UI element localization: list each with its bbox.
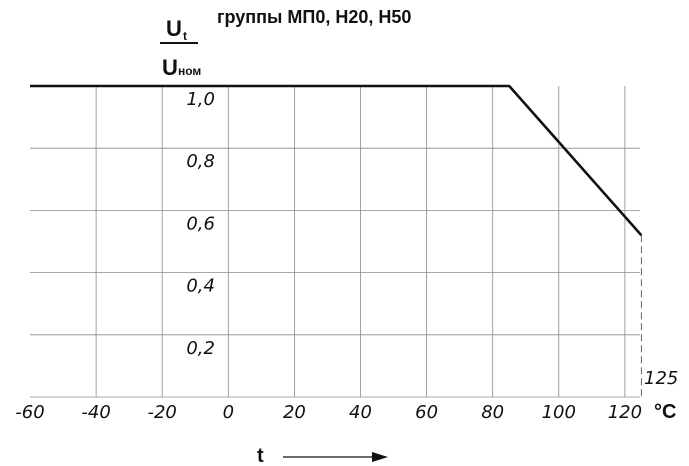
y-tick-label: 0,8 — [186, 151, 215, 172]
x-tick-label: 40 — [349, 402, 372, 423]
x-tick-label: 80 — [481, 402, 504, 423]
x-tick-label: -40 — [81, 402, 110, 423]
annotation-125: 125 — [644, 368, 678, 389]
series-group — [30, 84, 643, 237]
x-tick-label: 100 — [542, 402, 576, 423]
y-tick-label: 0,2 — [186, 338, 215, 359]
y-tick-label: 0,6 — [186, 213, 215, 234]
x-tick-label: -60 — [15, 402, 44, 423]
x-tick-label: 60 — [415, 402, 438, 423]
grid — [30, 86, 640, 398]
x-tick-label: 120 — [608, 402, 642, 423]
y-label-numerator-subscript: t — [183, 29, 187, 43]
x-axis-label: t — [257, 445, 388, 466]
x-unit-label: °C — [654, 401, 676, 423]
x-tick-labels: -60 -40 -20 0 20 40 60 80 100 120 — [15, 402, 642, 423]
series-line — [30, 84, 643, 237]
y-tick-labels: 1,0 0,8 0,6 0,4 0,2 — [186, 89, 215, 359]
chart-title: группы МП0, Н20, Н50 — [217, 7, 411, 27]
x-label-text: t — [257, 445, 264, 466]
y-label-denominator-subscript: ном — [178, 64, 201, 78]
y-label-denominator: U — [162, 55, 178, 80]
y-tick-label: 1,0 — [186, 89, 215, 110]
x-tick-label: 0 — [223, 402, 234, 423]
y-tick-label: 0,4 — [186, 276, 215, 297]
x-tick-label: 20 — [283, 402, 306, 423]
x-tick-label: -20 — [147, 402, 176, 423]
y-axis-label: U t U ном — [160, 16, 201, 80]
x-axis-arrow-head — [372, 452, 388, 462]
y-label-numerator: U — [166, 16, 182, 41]
